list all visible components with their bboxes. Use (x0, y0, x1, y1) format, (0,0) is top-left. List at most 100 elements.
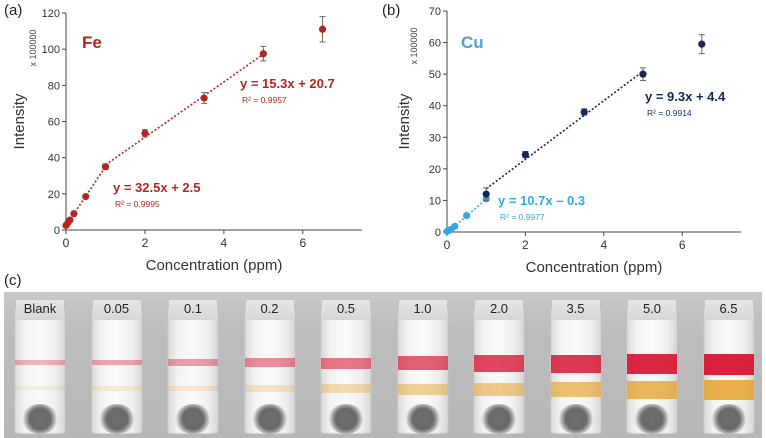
fit-r2: R² = 0.9977 (500, 212, 545, 222)
y-tick-label: 40 (48, 153, 60, 165)
data-point (66, 216, 74, 224)
vial-cap (628, 300, 676, 320)
red-band (474, 355, 524, 372)
data-point (82, 192, 90, 201)
vial-window (328, 404, 364, 434)
vial-window (481, 404, 517, 434)
data-point (580, 108, 588, 116)
data-point (639, 70, 647, 78)
yellow-band (15, 386, 65, 391)
fit-r2: R² = 0.9995 (115, 199, 160, 209)
vial: 0.5 (314, 300, 378, 438)
yellow-band (550, 381, 601, 398)
vial-label: 6.5 (719, 301, 738, 316)
x-tick-label: 6 (679, 238, 686, 252)
y-tick-label: 0 (435, 227, 441, 239)
data-point (141, 129, 149, 137)
yellow-band (703, 380, 754, 400)
vial-label: 0.5 (336, 301, 356, 316)
trendline (485, 70, 644, 190)
y-tick-label: 30 (429, 132, 441, 144)
yellow-band (244, 385, 295, 392)
vial: 3.5 (544, 300, 608, 438)
vial-cap (16, 300, 64, 320)
red-band (627, 353, 677, 375)
red-band (550, 354, 601, 373)
x-tick-label: 6 (299, 236, 306, 250)
trendline (105, 53, 264, 166)
y-tick-label: 80 (48, 80, 60, 92)
data-point (200, 94, 208, 102)
fit-equation: y = 10.7x – 0.3 (498, 193, 585, 208)
vial-label: 2.0 (489, 301, 509, 316)
vial-window (404, 404, 441, 434)
y-tick-label: 70 (429, 6, 441, 18)
red-band (91, 359, 142, 366)
x-tick-label: 2 (142, 236, 149, 250)
y-tick-label: 40 (429, 101, 441, 113)
vial: 6.5 (697, 300, 761, 438)
red-band (397, 356, 448, 371)
y-tick-label: 0 (54, 225, 60, 237)
vial-cap (92, 300, 141, 320)
vial-label: 0.05 (103, 301, 130, 316)
x-axis-label: Concentration (ppm) (146, 257, 283, 274)
chart-title: Cu (461, 33, 484, 52)
vial: 0.2 (238, 300, 302, 438)
x-tick-label: 2 (522, 238, 529, 252)
y-tick-label: 20 (429, 164, 441, 176)
vial-label: 3.5 (566, 301, 585, 316)
fit-r2: R² = 0.9957 (242, 95, 287, 105)
yellow-band (397, 383, 448, 395)
vial-cap (245, 300, 294, 320)
red-band (321, 357, 371, 369)
x-tick-label: 4 (600, 238, 607, 252)
red-band (168, 359, 218, 367)
yellow-band (474, 382, 524, 396)
vial: 2.0 (467, 300, 531, 438)
yellow-band (168, 385, 218, 392)
panel-label-c: (c) (4, 272, 22, 289)
vial-window (251, 404, 288, 434)
data-point (451, 222, 459, 230)
y-axis-label: Intensity (11, 93, 28, 149)
y-tick-label: 20 (48, 189, 60, 201)
vial-window (710, 404, 747, 434)
vial-cap (475, 300, 523, 320)
panel-label-a: (a) (4, 2, 23, 19)
fit-equation: y = 15.3x + 20.7 (240, 76, 335, 91)
data-point (482, 190, 490, 198)
fit-equation: y = 9.3x + 4.4 (645, 89, 726, 104)
fit-equation: y = 32.5x + 2.5 (113, 180, 200, 195)
panel-label-b: (b) (382, 2, 401, 19)
yellow-band (627, 380, 677, 399)
vial-cap (704, 300, 753, 320)
x-tick-label: 4 (221, 236, 228, 250)
y-scale-label: x 100000 (28, 29, 38, 66)
vial-cap (551, 300, 600, 320)
y-scale-label: x 100000 (409, 27, 419, 64)
vial-window (557, 404, 594, 434)
x-tick-label: 0 (444, 238, 451, 252)
y-tick-label: 10 (429, 195, 441, 207)
yellow-band (91, 386, 142, 391)
data-point (259, 50, 267, 58)
vial-label: 0.2 (260, 301, 279, 316)
y-axis-label: Intensity (396, 93, 413, 149)
vial-window (634, 404, 670, 434)
data-point (70, 210, 78, 218)
data-point (101, 163, 110, 171)
data-point (318, 25, 327, 33)
vial-cap (398, 300, 447, 320)
data-point (463, 211, 471, 220)
vial: 5.0 (620, 300, 684, 438)
vial: 0.05 (85, 300, 149, 438)
chart-title: Fe (82, 33, 102, 52)
y-tick-label: 120 (42, 8, 60, 20)
vial-cap (322, 300, 370, 320)
vial-cap (169, 300, 217, 320)
x-tick-label: 0 (63, 236, 70, 250)
vial: Blank (8, 300, 72, 438)
fit-r2: R² = 0.9914 (647, 108, 692, 118)
